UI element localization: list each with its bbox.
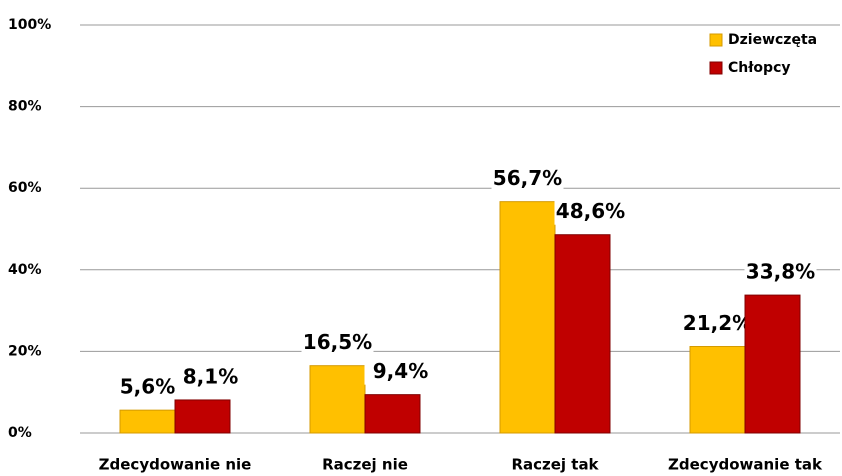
bar bbox=[364, 394, 421, 434]
legend-label: Chłopcy bbox=[728, 60, 791, 76]
value-label: 8,1% bbox=[183, 364, 238, 388]
x-tick-label: Raczej nie bbox=[322, 456, 408, 474]
value-label: 56,7% bbox=[493, 166, 562, 190]
legend-label: Dziewczęta bbox=[728, 32, 817, 48]
value-label: 16,5% bbox=[303, 330, 372, 354]
legend-swatch bbox=[709, 61, 723, 75]
value-label-bg bbox=[111, 374, 184, 401]
y-tick-label: 40% bbox=[8, 262, 42, 278]
value-label: 9,4% bbox=[373, 359, 428, 383]
value-label: 5,6% bbox=[120, 375, 175, 399]
bar bbox=[119, 409, 176, 434]
value-label-bg bbox=[174, 363, 247, 390]
value-label-bg bbox=[491, 165, 564, 192]
y-tick-label: 100% bbox=[8, 17, 51, 33]
value-label-bg bbox=[554, 198, 627, 225]
value-label-bg bbox=[301, 329, 374, 356]
y-tick-label: 60% bbox=[8, 180, 42, 196]
y-tick-label: 20% bbox=[8, 343, 42, 359]
bar bbox=[499, 201, 556, 434]
bar bbox=[744, 294, 801, 434]
legend-swatch bbox=[709, 33, 723, 47]
y-tick-label: 80% bbox=[8, 99, 42, 115]
x-tick-label: Zdecydowanie tak bbox=[668, 456, 823, 474]
value-label: 21,2% bbox=[683, 311, 752, 335]
bar bbox=[309, 365, 366, 434]
value-label-bg bbox=[364, 358, 437, 385]
bar bbox=[689, 346, 746, 434]
bar bbox=[554, 234, 611, 434]
value-label-bg bbox=[744, 259, 817, 286]
x-tick-label: Zdecydowanie nie bbox=[99, 456, 252, 474]
value-label: 33,8% bbox=[746, 260, 815, 284]
bar bbox=[174, 399, 231, 434]
y-tick-label: 0% bbox=[8, 425, 32, 441]
value-label: 48,6% bbox=[556, 199, 625, 223]
x-tick-label: Raczej tak bbox=[511, 456, 599, 474]
value-label-bg bbox=[681, 310, 754, 337]
